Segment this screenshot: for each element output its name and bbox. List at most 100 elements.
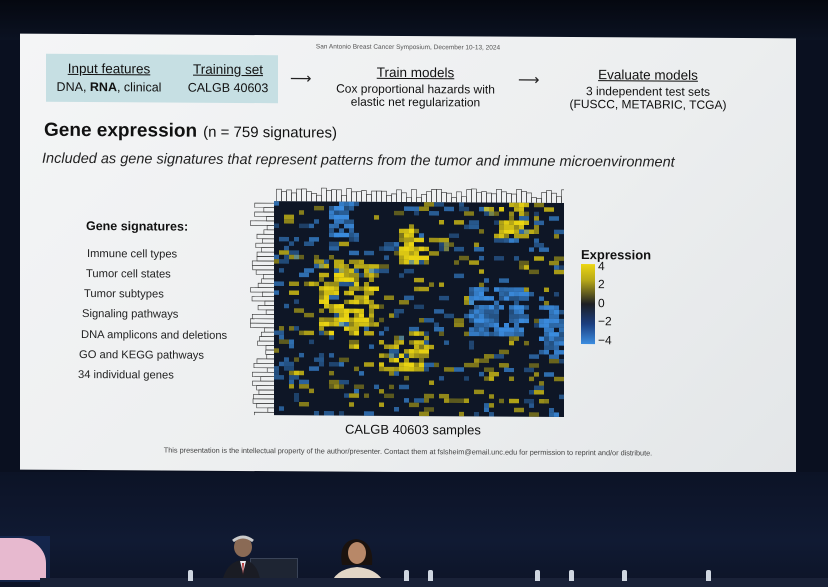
heatmap-cell: [349, 339, 359, 345]
heatmap-cell: [469, 340, 474, 346]
heatmap-cell: [354, 232, 359, 238]
heatmap-cell: [504, 367, 514, 373]
heatmap-cell: [409, 228, 414, 234]
heatmap-cell: [514, 323, 519, 328]
heatmap-cell: [279, 406, 284, 411]
heatmap-cell: [289, 241, 294, 246]
heatmap-cell: [509, 296, 519, 301]
heatmap-cell: [419, 255, 429, 261]
heatmap-cell: [299, 223, 309, 229]
heatmap-cell: [494, 318, 499, 323]
heatmap-cell: [554, 341, 564, 346]
heatmap-cell: [529, 291, 534, 297]
heatmap-cell: [424, 344, 434, 350]
heatmap-cell: [324, 259, 329, 264]
heatmap-cell: [329, 228, 334, 233]
heatmap-cell: [514, 256, 519, 261]
heatmap-cell: [519, 211, 524, 217]
heatmap-cell: [334, 308, 344, 314]
heatmap-cell: [274, 375, 284, 380]
train-models-heading: Train models: [376, 64, 455, 81]
heatmap-cell: [394, 308, 404, 314]
heatmap-cell: [379, 331, 384, 336]
heatmap-cell: [349, 201, 359, 207]
heatmap-cell: [354, 277, 359, 282]
heatmap-cell: [404, 237, 414, 243]
legend-title: Expression: [581, 247, 652, 263]
heatmap-cell: [354, 388, 359, 394]
heatmap-cell: [554, 412, 559, 417]
heatmap-cell: [484, 403, 489, 408]
heatmap-cell: [364, 331, 374, 336]
heatmap-cell: [519, 207, 524, 212]
heatmap-cell: [459, 202, 464, 207]
heatmap-cell: [354, 264, 364, 269]
heatmap-cell: [344, 393, 349, 398]
heatmap-cell: [294, 326, 299, 331]
heatmap-cell: [499, 233, 509, 239]
heatmap-cell: [554, 323, 559, 328]
heatmap-cell: [374, 215, 379, 220]
heatmap-cell: [294, 397, 299, 402]
heatmap-cell: [509, 336, 514, 341]
heatmap-cell: [319, 361, 324, 367]
heatmap-cell: [394, 357, 399, 363]
heatmap-cell: [394, 371, 399, 376]
heatmap-cell: [319, 353, 324, 358]
heatmap-cell: [334, 223, 339, 229]
section-subtitle: Included as gene signatures that represe…: [42, 150, 675, 171]
heatmap-cell: [369, 264, 379, 269]
heatmap-cell: [329, 210, 334, 215]
heatmap-cell: [359, 286, 364, 291]
heatmap-cell: [369, 308, 374, 314]
heatmap-cell: [419, 358, 424, 363]
heatmap-cell: [439, 246, 449, 252]
heatmap-cell: [274, 281, 284, 286]
heatmap-cell: [509, 327, 514, 332]
heatmap-cell: [454, 318, 464, 323]
heatmap-cell: [519, 216, 529, 221]
heatmap-cell: [479, 358, 489, 363]
heatmap-cell: [544, 372, 554, 377]
heatmap-cell: [479, 282, 484, 288]
heatmap-cell: [454, 220, 464, 225]
heatmap-cell: [494, 309, 499, 315]
heatmap-cell: [464, 224, 469, 230]
heatmap-cell: [534, 202, 544, 208]
gene-signature-item: 34 individual genes: [78, 368, 174, 382]
heatmap-cell: [429, 237, 439, 243]
heatmap-cell: [479, 287, 484, 292]
heatmap-cell: [339, 411, 344, 416]
heatmap-cell: [329, 353, 334, 358]
heatmap-cell: [354, 322, 359, 327]
heatmap-cell: [364, 264, 369, 269]
heatmap-cell: [414, 228, 419, 234]
heatmap-cell: [389, 349, 399, 354]
heatmap-cell: [394, 250, 399, 256]
heatmap-cell: [494, 354, 504, 359]
heatmap-cell: [544, 323, 554, 328]
heatmap-cell: [274, 201, 279, 206]
heatmap-cell: [329, 370, 334, 376]
heatmap-cell: [514, 331, 524, 337]
heatmap-cell: [329, 379, 339, 385]
heatmap-cell: [339, 228, 344, 233]
heatmap-cell: [439, 393, 449, 399]
heatmap-cell: [404, 353, 409, 359]
heatmap-cell: [444, 367, 454, 372]
heatmap-cell: [349, 277, 354, 282]
heatmap-cell: [534, 211, 539, 217]
heatmap-cell: [519, 202, 529, 208]
heatmap-cell: [439, 376, 444, 381]
heatmap-cell: [384, 366, 394, 372]
heatmap-cell: [529, 403, 534, 408]
heatmap-cell: [364, 295, 369, 300]
heatmap-cell: [329, 304, 334, 309]
heatmap-cell: [469, 224, 479, 230]
heatmap-cell: [509, 238, 519, 243]
heatmap-cell: [359, 259, 364, 265]
heatmap-cell: [334, 219, 344, 224]
heatmap-cell: [424, 260, 429, 265]
input-features-value: DNA, RNA, clinical: [54, 80, 164, 95]
heatmap-cell: [309, 281, 319, 287]
